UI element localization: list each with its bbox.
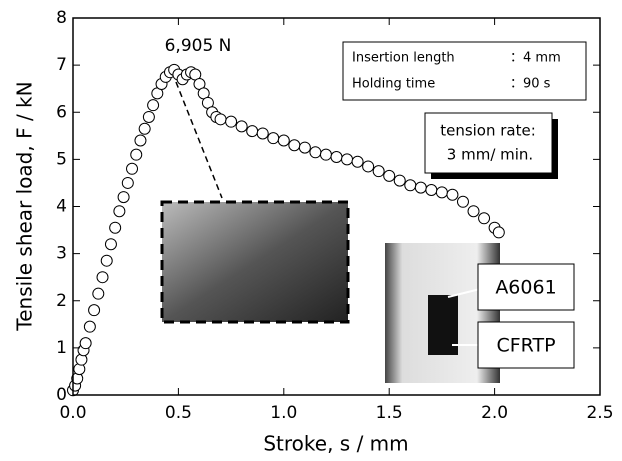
y-tick-label: 5 xyxy=(56,149,67,169)
y-tick-label: 8 xyxy=(56,8,67,28)
data-point xyxy=(96,271,109,284)
data-point xyxy=(446,188,459,201)
data-point xyxy=(117,191,130,204)
data-point xyxy=(109,221,122,234)
data-point xyxy=(456,195,469,208)
label-box xyxy=(477,321,575,369)
data-point xyxy=(492,226,505,239)
x-tick-label: 2.5 xyxy=(586,403,613,423)
data-point xyxy=(277,134,290,147)
data-point xyxy=(121,176,134,189)
x-tick-label: 1.5 xyxy=(376,403,403,423)
y-tick-label: 4 xyxy=(56,197,67,217)
peak-label: 6,905 N xyxy=(165,36,232,56)
data-point xyxy=(142,110,155,123)
conditions-box xyxy=(342,41,587,101)
data-point xyxy=(414,181,427,194)
x-axis-label: Stroke, s / mm xyxy=(263,432,408,456)
tension-box xyxy=(424,112,553,174)
y-tick-label: 0 xyxy=(56,385,67,405)
data-point xyxy=(393,174,406,187)
data-point xyxy=(246,125,259,138)
data-point xyxy=(267,132,280,145)
data-point xyxy=(425,184,438,197)
leader-line xyxy=(175,81,223,199)
data-point xyxy=(309,146,322,159)
data-point xyxy=(319,148,332,161)
data-point xyxy=(214,113,227,126)
data-point xyxy=(79,337,92,350)
data-point xyxy=(478,212,491,225)
data-point xyxy=(341,153,354,166)
data-point xyxy=(351,155,364,168)
data-point xyxy=(83,320,96,333)
data-point xyxy=(435,186,448,199)
data-point xyxy=(92,287,105,300)
label-box xyxy=(477,263,575,311)
condition-value: ：90 s xyxy=(510,77,551,92)
y-tick-label: 1 xyxy=(56,338,67,358)
data-point xyxy=(256,127,269,140)
data-point xyxy=(138,122,151,135)
data-point xyxy=(362,160,375,173)
x-tick-label: 1.0 xyxy=(270,403,297,423)
data-point xyxy=(404,179,417,192)
data-point xyxy=(225,115,238,128)
data-point xyxy=(298,141,311,154)
data-point xyxy=(100,254,113,267)
tension-text: 3 mm/ min. xyxy=(447,146,533,164)
condition-label: Insertion length xyxy=(352,51,455,66)
data-point xyxy=(126,162,139,175)
data-point xyxy=(134,134,147,147)
data-point xyxy=(147,99,160,112)
data-point xyxy=(104,238,117,251)
data-point xyxy=(383,169,396,182)
data-point xyxy=(130,148,143,161)
data-point xyxy=(330,151,343,164)
y-tick-label: 6 xyxy=(56,102,67,122)
data-point xyxy=(288,139,301,152)
data-point xyxy=(235,120,248,133)
y-tick-label: 7 xyxy=(56,55,67,75)
condition-value: ：4 mm xyxy=(510,51,561,66)
data-point xyxy=(372,165,385,178)
x-tick-label: 2.0 xyxy=(481,403,508,423)
y-axis-label: Tensile shear load, F / kN xyxy=(13,81,37,331)
pointer xyxy=(447,288,481,298)
data-point xyxy=(113,205,126,218)
tension-text: tension rate: xyxy=(440,122,536,140)
x-tick-label: 0.0 xyxy=(59,403,86,423)
inset-label: A6061 xyxy=(495,277,556,299)
data-point xyxy=(88,304,101,317)
y-tick-label: 2 xyxy=(56,291,67,311)
data-point xyxy=(467,205,480,218)
x-tick-label: 0.5 xyxy=(165,403,192,423)
fracture-photo xyxy=(160,200,350,324)
y-tick-label: 3 xyxy=(56,244,67,264)
condition-label: Holding time xyxy=(352,77,435,92)
inset-label: CFRTP xyxy=(496,335,555,357)
